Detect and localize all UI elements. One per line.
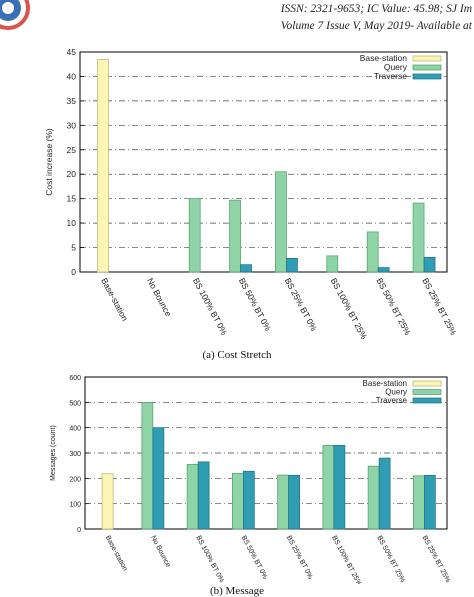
bar-query-bs-100pct-bt-0pct bbox=[188, 198, 201, 273]
x-tick-label: Base-station bbox=[104, 535, 128, 573]
y-tick-label: 100 bbox=[69, 502, 81, 509]
legend-label: Traverse bbox=[376, 396, 408, 405]
legend-label: Traverse bbox=[374, 71, 407, 81]
x-tick-label: BS 50% BT 25% bbox=[374, 276, 413, 337]
gridlines bbox=[85, 401, 447, 505]
bar-traverse-bs-25pct-bt-25pct bbox=[423, 256, 436, 273]
bar-traverse-bs-50pct-bt-0pct bbox=[240, 264, 252, 273]
bar-base-station-base-station bbox=[97, 58, 109, 273]
bar-query-bs-50pct-bt-0pct bbox=[232, 472, 244, 530]
legend-label: Base-station bbox=[363, 379, 407, 388]
legend-swatch-traverse bbox=[412, 397, 442, 404]
y-tick-label: 15 bbox=[67, 194, 77, 204]
x-tick-label: BS 100% BT 25% bbox=[329, 276, 370, 341]
bar-traverse-bs-50pct-bt-25pct bbox=[377, 267, 390, 273]
y-tick-label: 25 bbox=[67, 145, 77, 155]
bar-traverse-bs-25pct-bt-0pct bbox=[288, 474, 300, 530]
x-tick-label: No Bounce bbox=[149, 535, 171, 569]
bar-base-station-base-station bbox=[101, 473, 114, 530]
message-chart: 0 100 200 300 400 500 600 Messages (count) Base-… bbox=[50, 375, 452, 584]
x-tick-label: BS 25% BT 25% bbox=[421, 535, 452, 584]
x-tick-label: Base-station bbox=[99, 276, 130, 323]
plot-frame bbox=[79, 51, 448, 273]
legend-label: Query bbox=[385, 388, 407, 397]
y-tick-label: 10 bbox=[67, 218, 77, 228]
legend-label: Base-station bbox=[360, 53, 408, 63]
y-tick-label: 300 bbox=[69, 451, 81, 458]
x-tick-label: BS 100% BT 25% bbox=[330, 535, 362, 584]
bar-query-bs-25pct-bt-0pct bbox=[275, 171, 287, 273]
y-tick-label: 30 bbox=[67, 120, 77, 130]
legend-label: Query bbox=[384, 62, 408, 72]
y-axis-label: Cost increase (%) bbox=[44, 128, 54, 196]
cost-stretch-caption: (a) Cost Stretch bbox=[202, 349, 272, 361]
y-tick-label: 5 bbox=[71, 243, 76, 253]
x-tick-label: BS 50% BT 25% bbox=[375, 535, 406, 584]
bar-traverse-bs-50pct-bt-0pct bbox=[243, 470, 255, 530]
bar-query-bs-100pct-bt-25pct bbox=[326, 255, 339, 273]
bar-query-bs-25pct-bt-25pct bbox=[413, 475, 425, 530]
bar-query-bs-50pct-bt-25pct bbox=[366, 231, 379, 273]
message-caption: (b) Message bbox=[209, 585, 265, 597]
x-tick-label: BS 25% BT 0% bbox=[285, 535, 314, 581]
x-tick-label: BS 50% BT 0% bbox=[237, 276, 273, 333]
y-tick-label: 0 bbox=[77, 527, 81, 534]
bar-query-bs-25pct-bt-25pct bbox=[412, 202, 425, 273]
x-tick-label: No Bounce bbox=[145, 276, 174, 318]
legend-swatch-query bbox=[412, 64, 442, 71]
gridlines bbox=[80, 76, 447, 248]
x-tick-label: BS 100% BT 0% bbox=[194, 535, 225, 584]
plot-frame bbox=[84, 376, 448, 530]
journal-volume-line: Volume 7 Issue V, May 2019- Available at bbox=[280, 20, 472, 32]
bar-traverse-bs-100pct-bt-0pct bbox=[197, 461, 210, 530]
x-tick-label: BS 100% BT 0% bbox=[191, 276, 230, 337]
y-tick-label: 35 bbox=[67, 96, 77, 106]
cost-stretch-chart: 0 5 10 15 20 25 30 35 40 45 Cost increase (%) Base-… bbox=[44, 47, 459, 341]
y-tick-label: 500 bbox=[69, 400, 81, 407]
legend-swatch-traverse bbox=[412, 73, 442, 80]
y-tick-label: 0 bbox=[71, 267, 76, 277]
journal-issn-line: ISSN: 2321-9653; IC Value: 45.98; SJ Im bbox=[280, 3, 472, 15]
bar-query-no-bounce bbox=[141, 401, 154, 530]
bar-query-bs-25pct-bt-0pct bbox=[277, 474, 289, 530]
y-axis-label: Messages (count) bbox=[50, 425, 57, 481]
bar-traverse-bs-50pct-bt-25pct bbox=[378, 457, 391, 530]
bar-traverse-bs-25pct-bt-25pct bbox=[424, 474, 436, 530]
y-tick-label: 200 bbox=[69, 476, 81, 483]
x-tick-label: BS 50% BT 0% bbox=[240, 535, 269, 581]
bar-query-bs-50pct-bt-0pct bbox=[229, 199, 241, 273]
y-tick-label: 40 bbox=[67, 71, 77, 81]
bar-query-bs-50pct-bt-25pct bbox=[367, 465, 380, 530]
x-tick-label: BS 25% BT 0% bbox=[283, 276, 319, 333]
y-tick-label: 45 bbox=[67, 47, 77, 57]
bar-traverse-bs-100pct-bt-25pct bbox=[333, 445, 346, 530]
y-tick-label: 400 bbox=[69, 426, 81, 433]
bar-query-bs-100pct-bt-0pct bbox=[186, 464, 199, 530]
bar-query-bs-100pct-bt-25pct bbox=[322, 445, 335, 530]
legend-swatch-base-station bbox=[412, 380, 442, 387]
bar-traverse-bs-25pct-bt-0pct bbox=[286, 257, 298, 273]
y-tick-label: 600 bbox=[69, 375, 81, 382]
journal-seal-icon bbox=[0, 0, 30, 30]
bar-traverse-no-bounce bbox=[152, 427, 165, 530]
y-tick-label: 20 bbox=[67, 169, 77, 179]
x-tick-label: BS 25% BT 25% bbox=[420, 276, 459, 337]
legend-swatch-base-station bbox=[412, 55, 442, 62]
legend-swatch-query bbox=[412, 389, 442, 395]
